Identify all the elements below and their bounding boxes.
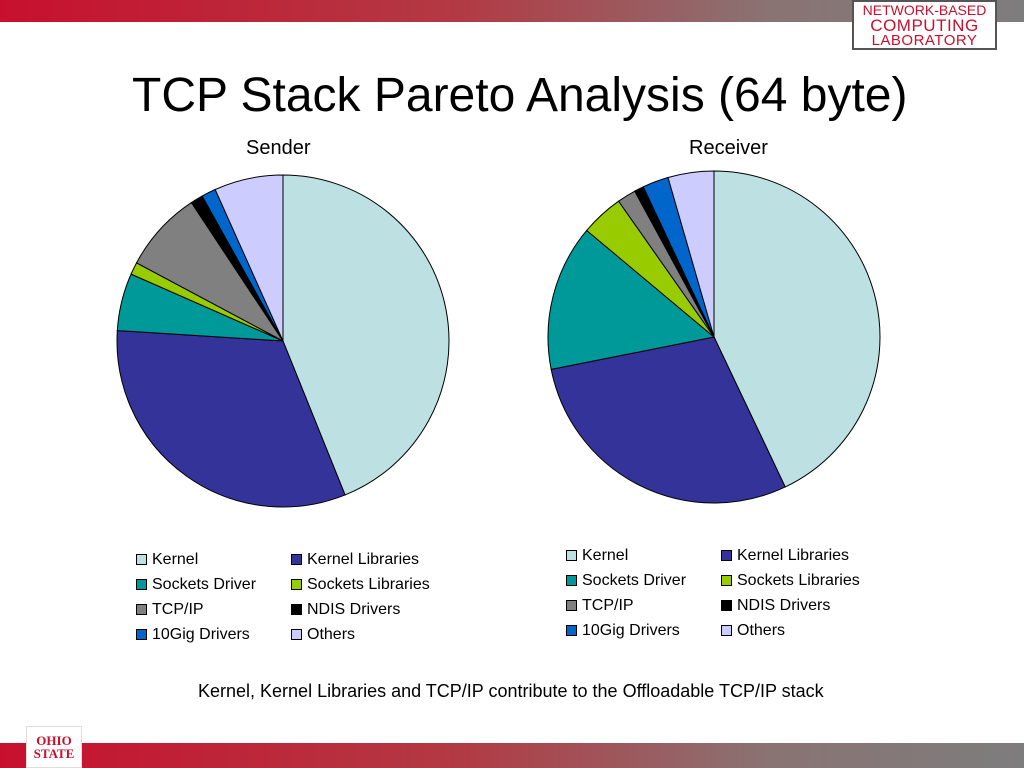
legend-label: NDIS Drivers xyxy=(737,596,831,614)
logo-line-2: COMPUTING xyxy=(870,15,979,35)
receiver-pie-chart xyxy=(547,170,881,504)
sender-legend-item-sockets-driver: Sockets Driver xyxy=(136,576,291,593)
receiver-chart-title: Receiver xyxy=(689,137,768,159)
sender-legend-item-ndis-drivers: NDIS Drivers xyxy=(291,601,451,618)
legend-swatch xyxy=(136,629,147,640)
sender-slice-others xyxy=(214,174,284,342)
legend-swatch xyxy=(136,554,147,565)
legend-swatch xyxy=(291,604,302,615)
legend-label: Others xyxy=(307,625,356,643)
legend-label: TCP/IP xyxy=(152,600,204,618)
receiver-legend-item-sockets-driver: Sockets Driver xyxy=(566,572,721,589)
receiver-slice-sockets-driver xyxy=(547,229,716,370)
legend-label: Kernel Libraries xyxy=(737,546,850,564)
ohio-state-logo: OHIO STATE xyxy=(26,726,82,768)
legend-swatch xyxy=(136,579,147,590)
legend-swatch xyxy=(136,604,147,615)
top-banner xyxy=(0,0,1024,22)
sender-slice-kernel xyxy=(282,174,450,496)
legend-swatch xyxy=(291,554,302,565)
legend-label: Sockets Libraries xyxy=(307,575,430,593)
legend-label: 10Gig Drivers xyxy=(582,621,680,639)
nbcl-logo: NETWORK-BASED COMPUTING LABORATORY xyxy=(852,0,997,50)
legend-swatch xyxy=(566,575,577,586)
sender-pie-chart xyxy=(116,174,450,508)
bottom-banner xyxy=(0,743,1024,768)
receiver-slice-kernel xyxy=(713,170,881,488)
receiver-legend-item-kernel-libraries: Kernel Libraries xyxy=(721,547,881,564)
legend-label: TCP/IP xyxy=(582,596,634,614)
osu-logo-line-1: OHIO xyxy=(36,733,72,748)
legend-swatch xyxy=(291,629,302,640)
legend-swatch xyxy=(291,579,302,590)
legend-swatch xyxy=(566,600,577,611)
receiver-slice-others xyxy=(667,170,715,338)
legend-swatch xyxy=(721,550,732,561)
sender-legend: Kernel Kernel Libraries Sockets Driver Sock… xyxy=(136,551,451,643)
receiver-legend-item-kernel: Kernel xyxy=(566,547,721,564)
osu-logo-line-2: STATE xyxy=(33,746,75,761)
legend-swatch xyxy=(721,625,732,636)
receiver-legend-item-others: Others xyxy=(721,622,881,639)
legend-swatch xyxy=(566,550,577,561)
slide-title: TCP Stack Pareto Analysis (64 byte) xyxy=(132,69,908,122)
slide-caption: Kernel, Kernel Libraries and TCP/IP cont… xyxy=(198,681,824,701)
legend-label: 10Gig Drivers xyxy=(152,625,250,643)
legend-label: Sockets Libraries xyxy=(737,571,860,589)
logo-line-1: NETWORK-BASED xyxy=(862,1,987,18)
legend-label: Sockets Driver xyxy=(152,575,257,593)
sender-legend-item-kernel: Kernel xyxy=(136,551,291,568)
sender-slice-kernel-libraries xyxy=(116,330,346,508)
sender-chart-title: Sender xyxy=(246,137,311,159)
receiver-legend-item-sockets-libraries: Sockets Libraries xyxy=(721,572,881,589)
receiver-slice-kernel-libraries xyxy=(550,336,786,504)
legend-label: NDIS Drivers xyxy=(307,600,401,618)
sender-legend-item-sockets-libraries: Sockets Libraries xyxy=(291,576,451,593)
legend-label: Sockets Driver xyxy=(582,571,687,589)
receiver-legend: Kernel Kernel Libraries Sockets Driver Sock… xyxy=(566,547,881,639)
sender-legend-item-tcp-ip: TCP/IP xyxy=(136,601,291,618)
sender-legend-item-10gig-drivers: 10Gig Drivers xyxy=(136,626,291,643)
legend-label: Kernel xyxy=(152,550,199,568)
legend-swatch xyxy=(721,600,732,611)
receiver-legend-item-ndis-drivers: NDIS Drivers xyxy=(721,597,881,614)
sender-legend-item-kernel-libraries: Kernel Libraries xyxy=(291,551,451,568)
logo-line-3: LABORATORY xyxy=(871,31,978,49)
legend-swatch xyxy=(721,575,732,586)
legend-swatch xyxy=(566,625,577,636)
legend-label: Others xyxy=(737,621,786,639)
receiver-legend-item-tcp-ip: TCP/IP xyxy=(566,597,721,614)
legend-label: Kernel Libraries xyxy=(307,550,420,568)
sender-legend-item-others: Others xyxy=(291,626,451,643)
receiver-legend-item-10gig-drivers: 10Gig Drivers xyxy=(566,622,721,639)
legend-label: Kernel xyxy=(582,546,629,564)
